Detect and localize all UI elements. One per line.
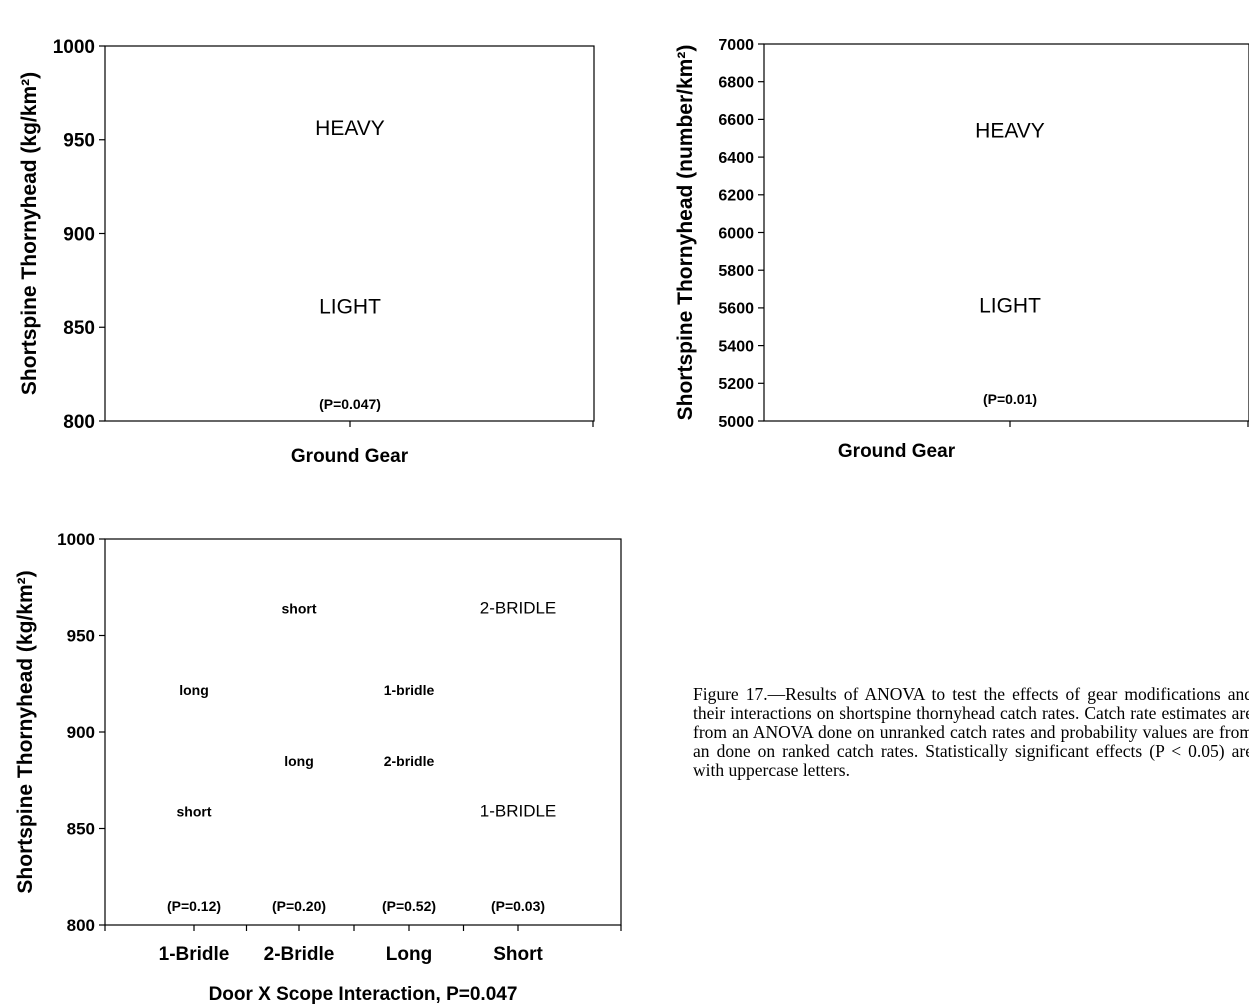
y-tick-label: 5600 [718,301,754,318]
y-axis-label: Shortspine Thornyhead (number/km²) [674,45,697,421]
y-tick-label: 950 [67,627,95,646]
p-value-annotation: (P=0.52) [382,898,436,914]
y-tick-label: 6200 [718,188,754,205]
x-category-label: Long [386,944,432,965]
y-tick-label: 800 [63,412,95,433]
y-tick-label: 6000 [718,225,754,242]
x-axis-label: Door X Scope Interaction, P=0.047 [209,984,518,1004]
y-tick-label: 800 [67,916,95,935]
p-value-annotation: (P=0.01) [983,391,1037,407]
point-label: HEAVY [975,119,1045,142]
point-label: 2-BRIDLE [480,599,557,618]
y-tick-label: 850 [67,820,95,839]
x-category-label: 1-Bridle [159,944,230,965]
chart-ground-gear-number: 5000 5200 5400 5600 5800 6000 6200 6400 6600 6800… [674,37,1249,462]
y-axis-label: Shortspine Thornyhead (kg/km²) [18,72,41,395]
point-label: short [177,803,212,819]
y-tick-label: 1000 [57,530,95,549]
y-tick-label: 950 [63,131,95,152]
point-label: 1-BRIDLE [480,801,557,820]
y-tick-label: 7000 [718,37,754,54]
y-axis-label: Shortspine Thornyhead (kg/km²) [14,570,37,893]
point-label: long [284,753,314,769]
chart-ground-gear-kg: 800 850 900 950 1000 Shortspine Thornyhead (k… [18,37,595,467]
y-tick-label: 900 [63,224,95,245]
x-axis-label: Ground Gear [291,446,409,467]
y-tick-label: 850 [63,318,95,339]
plot-frame [763,43,1249,422]
plot-frame [104,45,595,422]
p-value-annotation: (P=0.047) [319,396,381,412]
y-tick-label: 1000 [53,37,95,58]
y-tick-label: 5000 [718,414,754,431]
figure-caption: Figure 17.—Results of ANOVA to test the … [693,684,1249,780]
x-axis-label: Ground Gear [838,441,956,462]
y-tick-label: 5200 [718,376,754,393]
p-value-annotation: (P=0.20) [272,898,326,914]
y-tick-label: 6600 [718,112,754,129]
p-value-annotation: (P=0.03) [491,898,545,914]
chart-door-scope-interaction: 800 850 900 950 1000 Shortspine Thornyhead (k… [14,530,622,1004]
x-category-label: Short [493,944,543,965]
point-label: 1-bridle [384,682,435,698]
y-tick-label: 5800 [718,263,754,280]
point-label: short [282,601,317,617]
x-category-label: 2-Bridle [264,944,335,965]
y-tick-label: 6800 [718,74,754,91]
y-tick-label: 5400 [718,338,754,355]
point-label: 2-bridle [384,753,435,769]
plot-frame [104,538,622,926]
point-label: LIGHT [319,295,381,318]
p-value-annotation: (P=0.12) [167,898,221,914]
y-tick-label: 6400 [718,150,754,167]
point-label: LIGHT [979,295,1041,318]
point-label: HEAVY [315,117,385,140]
y-tick-label: 900 [67,723,95,742]
point-label: long [179,682,209,698]
